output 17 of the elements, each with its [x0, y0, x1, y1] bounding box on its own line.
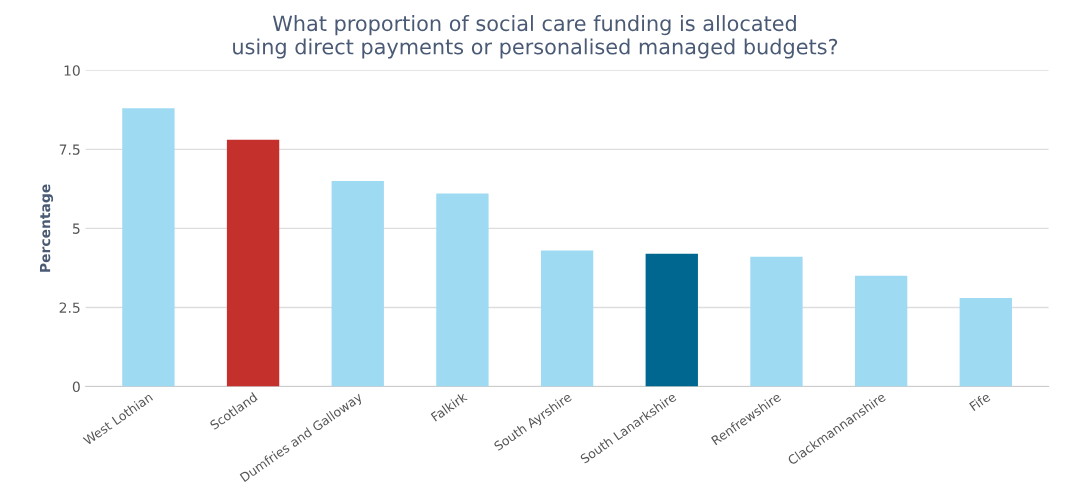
y-tick-label: 7.5	[59, 144, 80, 155]
y-tick-label: 0	[72, 381, 80, 393]
chart-title: What proportion of social care funding is allocated using direct payments or personalised managed budgets?	[233, 15, 838, 59]
y-tick-label: 5	[72, 223, 80, 234]
y-tick-label: 2.5	[59, 302, 80, 313]
bar	[645, 253, 698, 387]
x-tick-label: Fife	[968, 391, 991, 412]
bar	[436, 193, 489, 387]
y-axis-title: Percentage	[39, 184, 54, 272]
y-tick-label: 10	[64, 65, 80, 76]
bar	[226, 139, 280, 387]
bar	[122, 108, 175, 387]
bar	[959, 297, 1012, 387]
bar	[540, 250, 594, 387]
bar	[854, 275, 908, 387]
bar	[331, 180, 384, 387]
bar	[750, 256, 803, 387]
